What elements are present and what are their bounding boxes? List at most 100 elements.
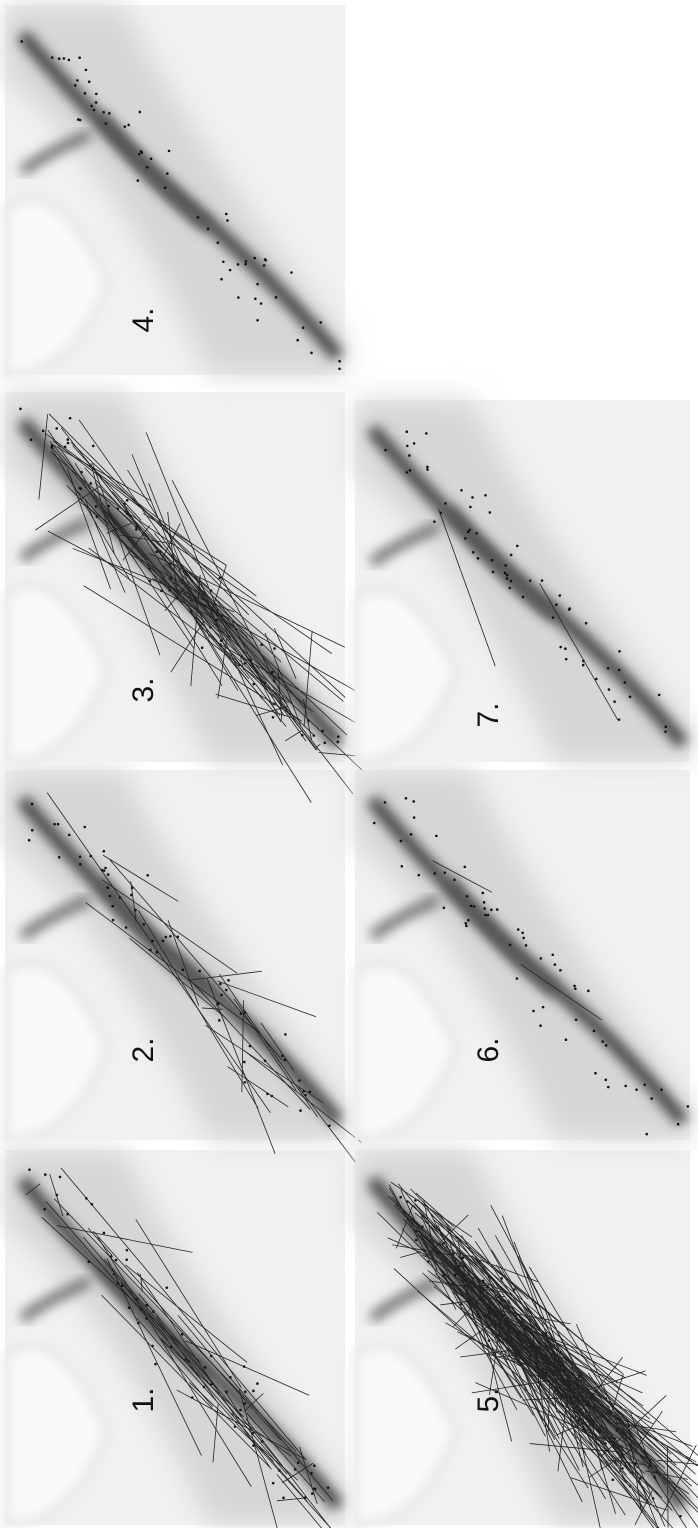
- point: [508, 587, 511, 590]
- point: [89, 482, 92, 485]
- point: [229, 269, 232, 272]
- point: [487, 914, 490, 917]
- point: [165, 936, 168, 939]
- point: [624, 1085, 627, 1088]
- point: [168, 150, 171, 153]
- point: [219, 983, 222, 986]
- point: [605, 1044, 608, 1047]
- point: [410, 833, 413, 836]
- point: [460, 489, 463, 492]
- point: [517, 928, 520, 931]
- point: [612, 1478, 615, 1481]
- point: [565, 1038, 568, 1041]
- point: [297, 1461, 300, 1464]
- point: [275, 296, 278, 299]
- point: [103, 850, 106, 853]
- point: [484, 914, 487, 917]
- point: [154, 1363, 157, 1366]
- point: [687, 1105, 690, 1108]
- point: [463, 866, 466, 869]
- point: [522, 937, 525, 940]
- point: [19, 407, 22, 410]
- point: [650, 1097, 653, 1100]
- point: [574, 987, 577, 990]
- point: [413, 816, 416, 819]
- point: [197, 216, 200, 219]
- point: [491, 559, 494, 562]
- point: [540, 957, 543, 960]
- point: [337, 735, 340, 738]
- point: [559, 594, 562, 597]
- point: [58, 856, 61, 859]
- point: [400, 840, 403, 843]
- point: [95, 101, 98, 104]
- point: [88, 80, 91, 83]
- point: [604, 1079, 607, 1082]
- point: [406, 471, 409, 474]
- point: [222, 260, 225, 263]
- point: [296, 339, 299, 342]
- point: [409, 469, 412, 472]
- point: [506, 574, 509, 577]
- point: [469, 506, 472, 509]
- point: [492, 571, 495, 574]
- point: [138, 153, 141, 156]
- point: [220, 278, 223, 281]
- point: [435, 835, 438, 838]
- point: [83, 826, 86, 829]
- point: [521, 931, 524, 934]
- point: [425, 432, 428, 435]
- point: [201, 646, 204, 649]
- point: [443, 871, 446, 874]
- point: [298, 1079, 301, 1082]
- point: [490, 908, 493, 911]
- point: [256, 1382, 259, 1385]
- point: [573, 985, 576, 988]
- point: [254, 298, 257, 301]
- point: [465, 925, 468, 928]
- point: [629, 695, 632, 698]
- point: [217, 241, 220, 244]
- point: [74, 84, 77, 87]
- point: [412, 800, 415, 803]
- point: [618, 650, 621, 653]
- point: [399, 1196, 402, 1199]
- point: [139, 111, 142, 114]
- point: [406, 445, 409, 448]
- point: [78, 56, 81, 59]
- panel-label: 5.: [472, 1387, 505, 1412]
- point: [79, 863, 82, 866]
- point: [66, 438, 69, 441]
- point: [95, 505, 98, 508]
- point: [559, 969, 562, 972]
- panel-label: 6.: [472, 1037, 505, 1062]
- point: [226, 219, 229, 222]
- point: [164, 186, 167, 189]
- point: [559, 646, 562, 649]
- point: [587, 990, 590, 993]
- point: [106, 886, 109, 889]
- point: [109, 895, 112, 898]
- point: [469, 528, 472, 531]
- point: [635, 1088, 638, 1091]
- point: [312, 734, 315, 737]
- point: [51, 56, 54, 59]
- point: [273, 647, 276, 650]
- point: [63, 57, 66, 60]
- point: [327, 1486, 330, 1489]
- point: [467, 919, 470, 922]
- point: [565, 658, 568, 661]
- point: [525, 944, 528, 947]
- panels: [5, 5, 698, 1528]
- point: [107, 873, 110, 876]
- point: [664, 725, 667, 728]
- point: [237, 296, 240, 299]
- point: [384, 801, 387, 804]
- point: [443, 906, 446, 909]
- point: [473, 905, 476, 908]
- point: [111, 905, 114, 908]
- point: [67, 442, 70, 445]
- point: [198, 970, 201, 973]
- point: [79, 488, 82, 491]
- point: [677, 1123, 680, 1126]
